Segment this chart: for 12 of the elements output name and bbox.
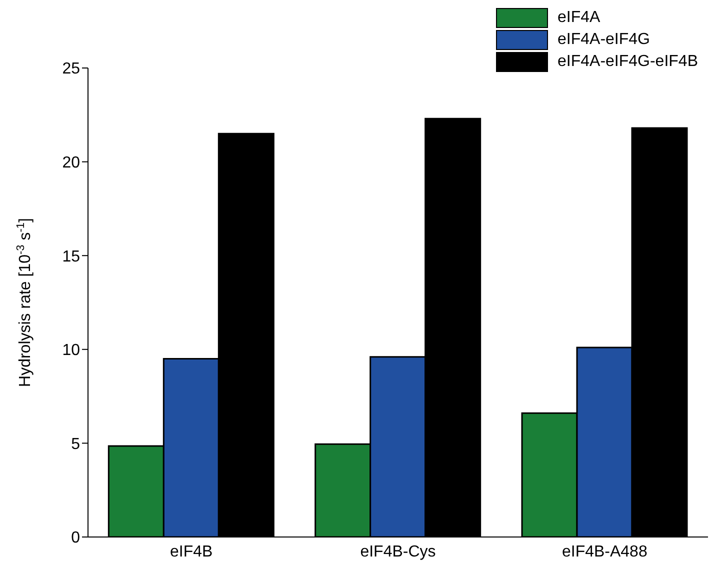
legend-label: eIF4A-eIF4G-eIF4B [558,53,698,71]
y-tick-label: 5 [71,436,80,453]
legend-label: eIF4A [558,9,600,27]
y-tick-label: 10 [62,342,80,360]
x-tick-label: eIF4B [170,543,213,560]
x-tick-label: eIF4B-Cys [360,543,436,560]
x-tick-label: eIF4B-A488 [562,543,648,560]
y-tick-label: 15 [62,248,80,266]
y-tick-label: 25 [62,60,80,78]
legend-label: eIF4A-eIF4G [558,31,650,49]
y-tick-label: 0 [71,530,80,547]
y-tick-label: 20 [62,154,80,172]
